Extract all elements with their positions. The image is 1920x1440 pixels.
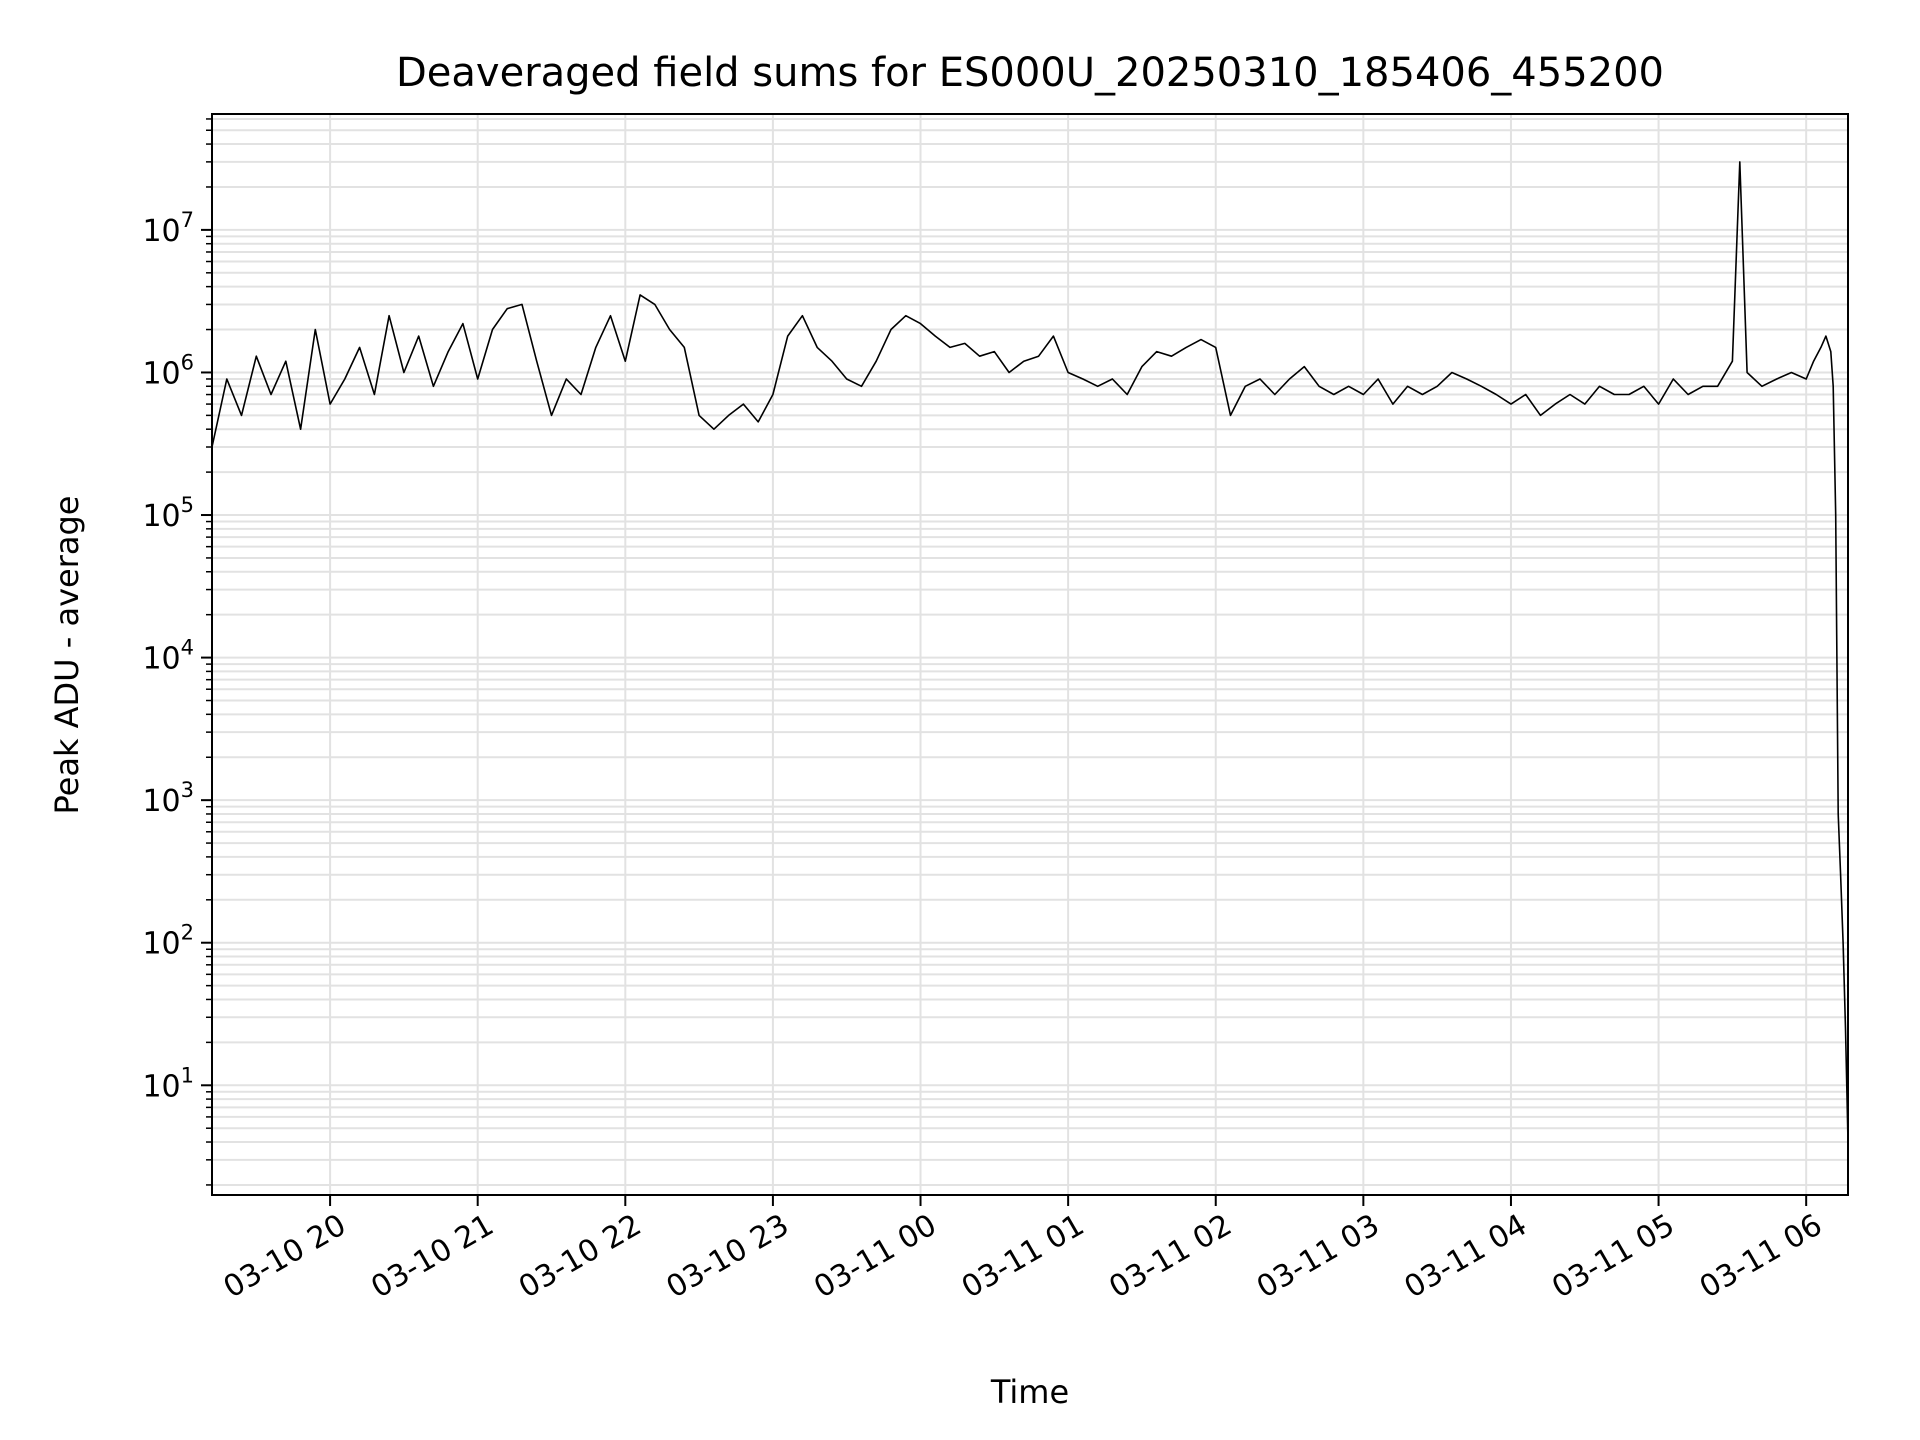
series-line bbox=[211, 161, 1849, 1143]
y-tick-label: 103 bbox=[142, 778, 194, 819]
x-axis-ticks: 03-10 20 03-10 21 03-10 22 03-10 23 03-11 00… bbox=[218, 1195, 1828, 1305]
y-tick-label: 107 bbox=[142, 208, 194, 249]
grid bbox=[212, 114, 1848, 1195]
minor-ticks bbox=[201, 118, 212, 1186]
x-tick-label: 03-10 23 bbox=[661, 1208, 795, 1306]
y-axis-ticks: 101 102 103 104 105 106 107 bbox=[142, 208, 194, 1104]
y-axis-label: Peak ADU - average bbox=[48, 496, 86, 815]
x-tick-label: 03-11 06 bbox=[1694, 1208, 1828, 1306]
series-layer bbox=[211, 161, 1849, 1143]
y-tick-label: 105 bbox=[142, 493, 194, 534]
y-tick-label: 102 bbox=[142, 921, 194, 962]
x-tick-label: 03-11 03 bbox=[1251, 1208, 1385, 1306]
plot-frame bbox=[211, 113, 1849, 1196]
x-tick-label: 03-11 04 bbox=[1399, 1208, 1533, 1306]
x-tick-label: 03-10 22 bbox=[513, 1208, 647, 1306]
y-tick-label: 101 bbox=[142, 1063, 194, 1104]
y-tick-label: 106 bbox=[142, 350, 194, 391]
x-tick-label: 03-10 20 bbox=[218, 1208, 352, 1306]
x-tick-label: 03-11 02 bbox=[1103, 1208, 1237, 1306]
x-axis-label: Time bbox=[990, 1373, 1069, 1411]
x-tick-label: 03-11 05 bbox=[1546, 1208, 1680, 1306]
x-tick-label: 03-11 00 bbox=[808, 1208, 942, 1306]
y-tick-label: 104 bbox=[142, 636, 194, 677]
chart-title: Deaveraged field sums for ES000U_2025031… bbox=[396, 50, 1664, 96]
x-tick-label: 03-10 21 bbox=[365, 1208, 499, 1306]
x-tick-label: 03-11 01 bbox=[956, 1208, 1090, 1306]
